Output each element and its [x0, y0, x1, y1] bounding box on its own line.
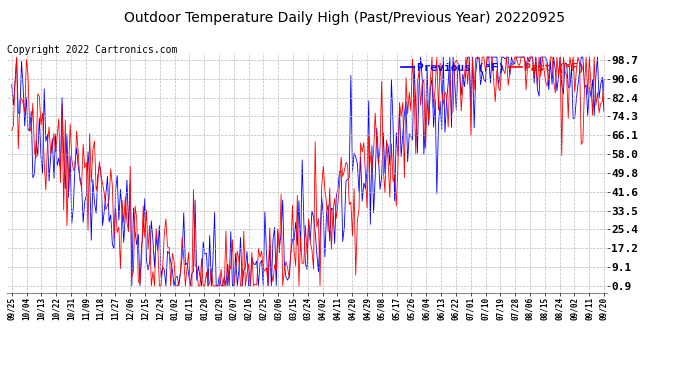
Text: Outdoor Temperature Daily High (Past/Previous Year) 20220925: Outdoor Temperature Daily High (Past/Pre… [124, 11, 566, 25]
Legend: Previous (°F), Past (°F): Previous (°F), Past (°F) [397, 58, 590, 77]
Text: Copyright 2022 Cartronics.com: Copyright 2022 Cartronics.com [7, 45, 177, 55]
